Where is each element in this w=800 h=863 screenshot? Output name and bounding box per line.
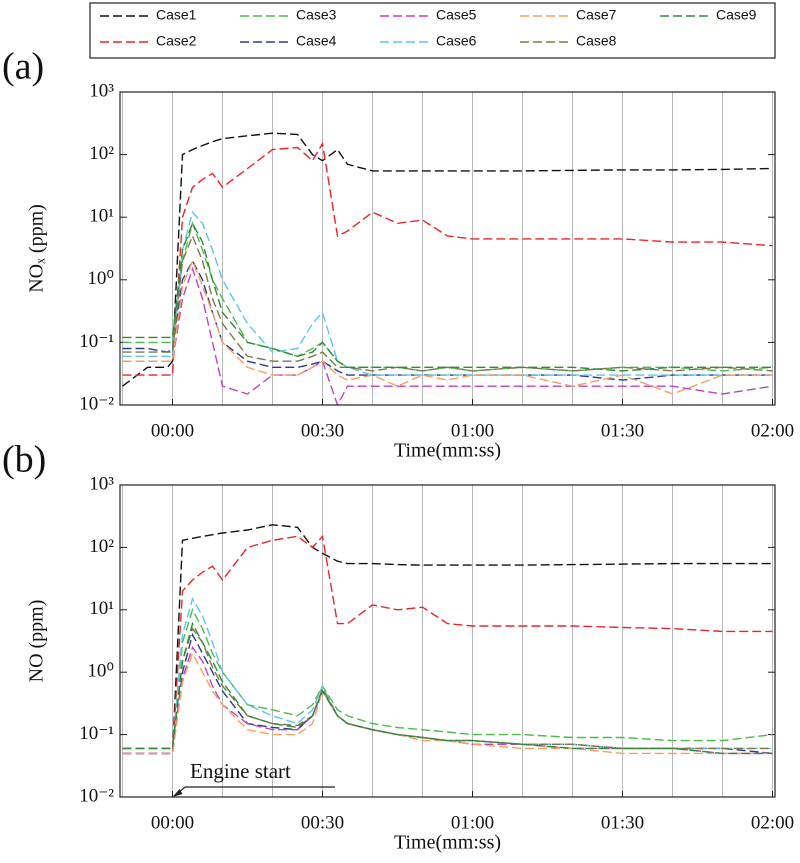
- y-tick-label: 10⁻¹: [79, 723, 114, 744]
- annotation: Engine start: [190, 759, 291, 783]
- annotation-arrowhead: [172, 789, 183, 797]
- y-tick-label: 10⁰: [87, 661, 114, 682]
- series-line: [122, 234, 773, 372]
- legend-label: Case8: [576, 33, 617, 49]
- y-axis-label: NO (ppm): [26, 600, 48, 683]
- legend-label: Case5: [436, 7, 477, 23]
- x-axis-label: Time(mm:ss): [394, 440, 501, 462]
- y-tick-label: 10¹: [89, 598, 114, 619]
- series-line: [122, 259, 773, 381]
- x-tick-label: 02:00: [751, 812, 794, 833]
- y-tick-label: 10²: [89, 536, 114, 557]
- panel-label: (a): [2, 46, 44, 88]
- x-tick-label: 01:30: [601, 420, 644, 441]
- x-tick-label: 02:00: [751, 420, 794, 441]
- y-tick-label: 10⁻²: [79, 393, 114, 414]
- panel-label: (b): [2, 439, 46, 481]
- legend-label: Case4: [296, 33, 337, 49]
- x-tick-label: 01:30: [601, 812, 644, 833]
- legend-label: Case2: [156, 33, 197, 49]
- series-line: [122, 524, 773, 755]
- plot-frame: [119, 91, 776, 406]
- legend-label: Case6: [436, 33, 477, 49]
- x-tick-label: 01:00: [451, 420, 494, 441]
- series-line: [122, 259, 773, 395]
- y-tick-label: 10²: [89, 143, 114, 164]
- legend-label: Case7: [576, 7, 617, 23]
- y-tick-label: 10⁰: [87, 268, 114, 289]
- x-tick-label: 00:30: [301, 812, 344, 833]
- y-tick-label: 10¹: [89, 206, 114, 227]
- x-axis-label: Time(mm:ss): [394, 832, 501, 854]
- series-line: [122, 534, 773, 755]
- x-tick-label: 00:00: [151, 420, 194, 441]
- y-tick-label: 10⁻¹: [79, 331, 114, 352]
- series-line: [122, 141, 773, 376]
- series-line: [122, 621, 773, 755]
- series-line: [122, 651, 773, 755]
- series-line: [122, 210, 773, 376]
- x-tick-label: 00:00: [151, 812, 194, 833]
- series-line: [122, 221, 773, 372]
- plot-frame: [119, 484, 776, 798]
- legend-label: Case9: [716, 7, 757, 23]
- y-tick-label: 10⁻²: [79, 785, 114, 806]
- x-tick-label: 00:30: [301, 420, 344, 441]
- y-axis-label: NOₓ (ppm): [26, 204, 48, 293]
- legend-label: Case1: [156, 7, 197, 23]
- series-line: [122, 132, 773, 387]
- legend-box: [89, 2, 776, 59]
- legend-label: Case3: [296, 7, 337, 23]
- x-tick-label: 01:00: [451, 812, 494, 833]
- y-tick-label: 10³: [89, 80, 114, 101]
- y-tick-label: 10³: [89, 473, 114, 494]
